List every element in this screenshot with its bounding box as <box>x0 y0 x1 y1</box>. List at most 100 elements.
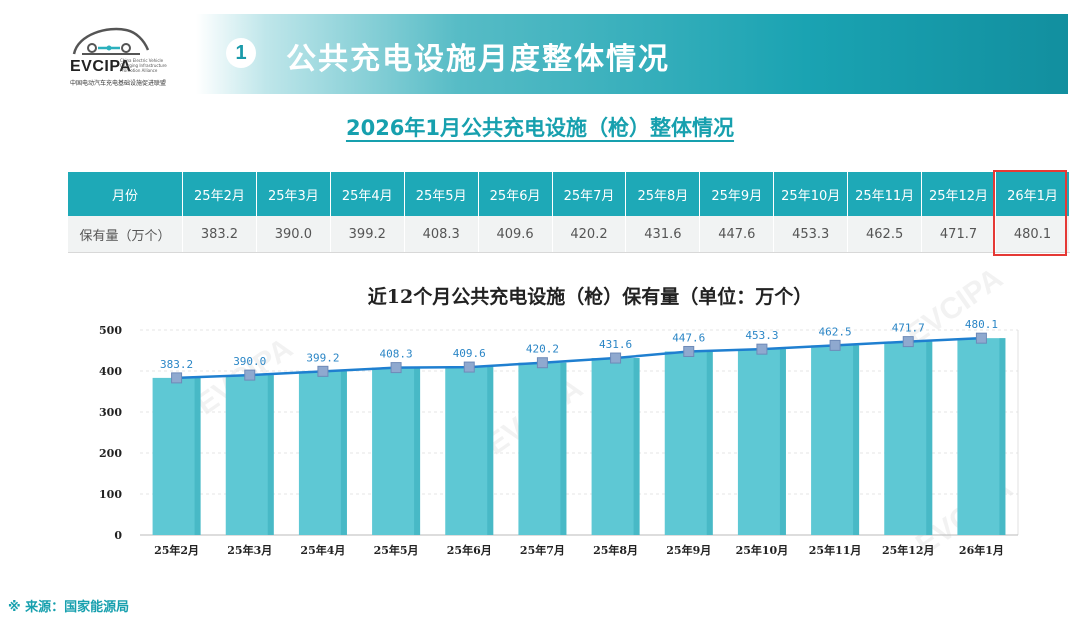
table-header-month: 25年9月 <box>699 172 775 216</box>
bar <box>298 371 347 535</box>
table-header-month: 25年6月 <box>478 172 553 216</box>
data-label: 471.7 <box>892 322 925 335</box>
latest-month-highlight <box>993 170 1067 256</box>
table-header-month: 25年5月 <box>404 172 479 216</box>
bar-shade <box>999 338 1006 535</box>
table-cell-value: 409.6 <box>478 216 553 253</box>
bar <box>811 345 860 535</box>
data-label: 399.2 <box>306 351 339 364</box>
data-label: 447.6 <box>672 331 705 344</box>
section-subtitle: 2026年1月公共充电设施（枪）整体情况 <box>345 116 735 140</box>
bar-shade <box>853 345 860 535</box>
y-tick-label: 200 <box>99 447 122 460</box>
data-source-note: ※ 来源：国家能源局 <box>8 600 130 615</box>
x-tick-label: 25年8月 <box>593 543 638 557</box>
y-tick-label: 500 <box>99 324 122 337</box>
bar <box>518 362 567 535</box>
data-label: 480.1 <box>965 318 998 331</box>
line-marker <box>902 336 914 348</box>
x-tick-label: 25年10月 <box>736 543 789 557</box>
page-title: 公共充电设施月度整体情况 <box>286 42 670 77</box>
bar-shade <box>560 362 567 535</box>
line-marker <box>756 343 768 355</box>
line-marker <box>536 357 548 369</box>
table-row: 保有量（万个） 383.2 390.0 399.2 408.3 409.6 42… <box>68 216 1071 253</box>
x-tick-label: 25年9月 <box>666 543 711 557</box>
table-cell-value: 383.2 <box>182 216 257 253</box>
table-cell-value: 390.0 <box>256 216 331 253</box>
bar <box>957 338 1006 535</box>
table-header-month: 25年4月 <box>330 172 405 216</box>
x-tick-label: 25年11月 <box>809 543 862 557</box>
y-tick-label: 0 <box>114 529 122 542</box>
x-tick-label: 25年7月 <box>520 543 565 557</box>
bar <box>664 351 713 535</box>
data-label: 453.3 <box>745 329 778 342</box>
section-number-badge: 1 <box>226 38 256 68</box>
monthly-data-table: 月份 25年2月 25年3月 25年4月 25年5月 25年6月 25年7月 2… <box>68 172 1071 253</box>
table-header-month: 25年11月 <box>847 172 923 216</box>
header-banner <box>196 14 1068 94</box>
table-cell-value: 420.2 <box>552 216 627 253</box>
x-tick-label: 26年1月 <box>959 543 1004 557</box>
table-header-month: 25年10月 <box>773 172 849 216</box>
data-label: 383.2 <box>160 358 193 371</box>
bar-shade <box>340 371 347 535</box>
x-tick-label: 25年3月 <box>227 543 272 557</box>
bar <box>591 358 640 535</box>
bar-shade <box>194 377 201 535</box>
table-header-month: 25年8月 <box>625 172 701 216</box>
line-marker <box>683 345 695 357</box>
bar-shade <box>487 367 494 535</box>
y-tick-label: 100 <box>99 488 122 501</box>
table-cell-value: 399.2 <box>330 216 405 253</box>
x-tick-label: 25年12月 <box>882 543 935 557</box>
table-cell-value: 471.7 <box>921 216 996 253</box>
bar-shade <box>267 375 274 535</box>
data-label: 390.0 <box>233 355 266 368</box>
series-line <box>176 336 982 380</box>
table-cell-value: 408.3 <box>404 216 479 253</box>
ev-car-logo-icon <box>72 27 150 55</box>
data-label: 431.6 <box>599 338 632 351</box>
x-tick-label: 25年6月 <box>447 543 492 557</box>
data-label: 409.6 <box>453 347 486 360</box>
table-header-row: 月份 25年2月 25年3月 25年4月 25年5月 25年6月 25年7月 2… <box>68 172 1071 216</box>
table-header-month: 25年2月 <box>182 172 257 216</box>
y-tick-label: 400 <box>99 365 122 378</box>
bar <box>152 377 201 535</box>
chart-title: 近12个月公共充电设施（枪）保有量（单位：万个） <box>367 286 813 308</box>
table-cell-value: 447.6 <box>699 216 775 253</box>
bar-shade <box>926 341 933 535</box>
data-label: 420.2 <box>526 343 559 356</box>
logo-name: EVCIPA <box>70 58 132 75</box>
x-tick-label: 25年2月 <box>154 543 199 557</box>
line-marker <box>975 332 987 344</box>
x-tick-label: 25年5月 <box>374 543 419 557</box>
logo-subtitle: 中国电动汽车充电基础设施促进联盟 <box>70 80 167 87</box>
bar <box>225 375 274 535</box>
data-label: 462.5 <box>819 325 852 338</box>
bar <box>445 367 494 535</box>
line-marker <box>463 361 475 373</box>
line-marker <box>610 352 622 364</box>
table-header-month: 25年7月 <box>552 172 627 216</box>
bar <box>884 341 933 535</box>
table-cell-value: 462.5 <box>847 216 923 253</box>
table-header-month: 25年3月 <box>256 172 331 216</box>
bar-shade <box>706 351 713 535</box>
line-marker <box>317 365 329 377</box>
line-marker <box>390 362 402 374</box>
logo-english: China Electric Vehicle Charging Infrastr… <box>120 58 167 73</box>
table-row-label: 保有量（万个） <box>68 216 183 253</box>
table-header-month: 25年12月 <box>921 172 996 216</box>
table-cell-value: 431.6 <box>625 216 701 253</box>
bar-shade <box>414 367 421 535</box>
table-header-month: 26年1月 <box>995 172 1071 216</box>
data-label: 408.3 <box>380 348 413 361</box>
table-cell-value: 480.1 <box>995 216 1071 253</box>
bar <box>737 349 786 535</box>
table-cell-value: 453.3 <box>773 216 849 253</box>
bar-shade <box>779 349 786 535</box>
